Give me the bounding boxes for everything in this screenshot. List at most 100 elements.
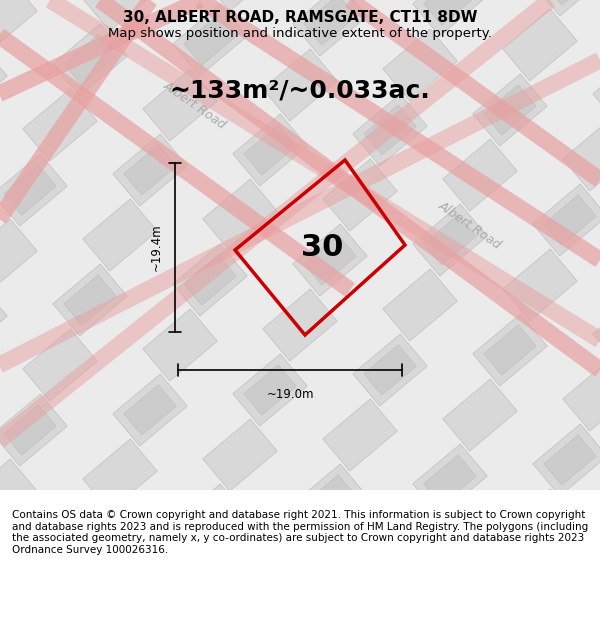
Polygon shape [23,569,97,625]
Polygon shape [323,159,397,231]
Polygon shape [593,534,600,606]
Polygon shape [473,554,547,625]
Polygon shape [484,325,536,375]
Polygon shape [233,354,307,426]
Polygon shape [53,24,127,96]
Polygon shape [413,204,487,276]
Polygon shape [203,179,277,251]
Polygon shape [503,489,577,561]
Polygon shape [293,0,367,56]
Polygon shape [4,165,56,215]
Polygon shape [0,219,37,291]
Polygon shape [383,269,457,341]
Polygon shape [244,365,296,415]
Text: ~19.0m: ~19.0m [266,388,314,401]
Polygon shape [184,15,236,65]
Polygon shape [113,134,187,206]
Polygon shape [173,484,247,556]
Polygon shape [4,405,56,455]
Polygon shape [293,224,367,296]
Polygon shape [64,275,116,325]
Polygon shape [533,0,600,16]
Polygon shape [304,475,356,525]
Text: ~133m²/~0.033ac.: ~133m²/~0.033ac. [170,78,430,102]
Polygon shape [383,509,457,581]
Polygon shape [484,565,536,615]
Polygon shape [563,599,600,625]
Polygon shape [173,244,247,316]
Text: 30, ALBERT ROAD, RAMSGATE, CT11 8DW: 30, ALBERT ROAD, RAMSGATE, CT11 8DW [123,9,477,24]
Polygon shape [0,154,67,226]
Polygon shape [424,215,476,265]
Polygon shape [533,184,600,256]
Polygon shape [244,125,296,175]
Polygon shape [563,359,600,431]
Polygon shape [173,4,247,76]
Polygon shape [304,235,356,285]
Polygon shape [473,74,547,146]
Polygon shape [484,85,536,135]
Polygon shape [53,504,127,576]
Polygon shape [263,529,337,601]
Polygon shape [203,419,277,491]
Polygon shape [0,284,7,356]
Polygon shape [353,574,427,625]
Polygon shape [443,379,517,451]
Polygon shape [0,0,37,51]
Polygon shape [364,585,416,625]
Polygon shape [184,495,236,545]
Polygon shape [593,294,600,366]
Polygon shape [0,394,67,466]
Polygon shape [244,605,296,625]
Polygon shape [263,49,337,121]
Polygon shape [233,594,307,625]
Polygon shape [424,455,476,505]
Polygon shape [184,255,236,305]
Text: Contains OS data © Crown copyright and database right 2021. This information is : Contains OS data © Crown copyright and d… [12,510,588,555]
Polygon shape [353,94,427,166]
Polygon shape [0,524,7,596]
Polygon shape [364,345,416,395]
Text: Albert Road: Albert Road [436,199,504,251]
Polygon shape [0,44,7,116]
Polygon shape [304,0,356,45]
Polygon shape [83,0,157,31]
Polygon shape [124,145,176,195]
Text: ~19.4m: ~19.4m [150,224,163,271]
Polygon shape [353,334,427,406]
Polygon shape [113,614,187,625]
Text: 30: 30 [301,233,344,262]
Polygon shape [83,199,157,271]
Text: Map shows position and indicative extent of the property.: Map shows position and indicative extent… [108,26,492,39]
Polygon shape [424,0,476,25]
Polygon shape [23,89,97,161]
Polygon shape [364,105,416,155]
Polygon shape [503,9,577,81]
Polygon shape [413,0,487,36]
Polygon shape [263,289,337,361]
Polygon shape [544,0,596,5]
Polygon shape [593,54,600,126]
Polygon shape [124,385,176,435]
Polygon shape [563,119,600,191]
Polygon shape [143,549,217,621]
Polygon shape [23,329,97,401]
Polygon shape [383,29,457,101]
Polygon shape [113,374,187,446]
Polygon shape [203,0,277,11]
Polygon shape [143,309,217,381]
Polygon shape [233,114,307,186]
Polygon shape [53,264,127,336]
Polygon shape [533,424,600,496]
Polygon shape [293,464,367,536]
Text: Albert Road: Albert Road [161,79,229,131]
Polygon shape [503,249,577,321]
Polygon shape [0,459,37,531]
Polygon shape [64,35,116,85]
Polygon shape [473,314,547,386]
Polygon shape [83,439,157,511]
Polygon shape [544,435,596,485]
Polygon shape [443,619,517,625]
Polygon shape [64,515,116,565]
Polygon shape [143,69,217,141]
